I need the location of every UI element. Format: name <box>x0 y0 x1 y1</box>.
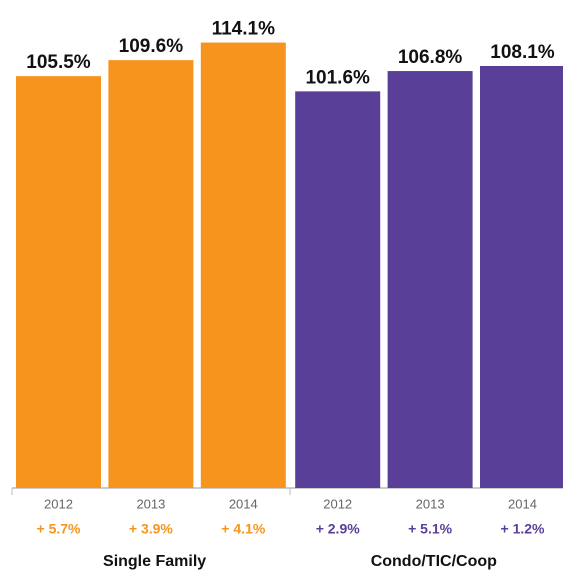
x-tick-label: 2013 <box>136 496 165 511</box>
group-label: Single Family <box>103 553 206 570</box>
value-label: 108.1% <box>490 42 555 63</box>
change-label: + 4.1% <box>221 521 266 537</box>
bar <box>16 76 101 489</box>
value-label: 114.1% <box>212 19 275 40</box>
change-label: + 5.7% <box>37 521 82 537</box>
value-label: 105.5% <box>26 52 91 73</box>
value-label: 109.6% <box>119 36 184 57</box>
bar <box>295 91 381 488</box>
bar <box>387 71 473 489</box>
x-tick-label: 2014 <box>229 496 258 511</box>
group-label: Condo/TIC/Coop <box>371 553 497 570</box>
change-label: + 2.9% <box>316 521 361 537</box>
x-tick-label: 2013 <box>416 496 445 511</box>
x-tick-label: 2014 <box>508 496 537 511</box>
x-tick-label: 2012 <box>323 496 352 511</box>
value-label: 101.6% <box>305 67 370 88</box>
bar <box>108 60 194 488</box>
bar <box>480 65 563 488</box>
bar <box>200 42 286 489</box>
value-label: 106.8% <box>398 47 463 68</box>
change-label: + 3.9% <box>129 521 174 537</box>
change-label: + 5.1% <box>408 521 453 537</box>
change-label: + 1.2% <box>501 521 546 537</box>
x-tick-label: 2012 <box>44 496 73 511</box>
